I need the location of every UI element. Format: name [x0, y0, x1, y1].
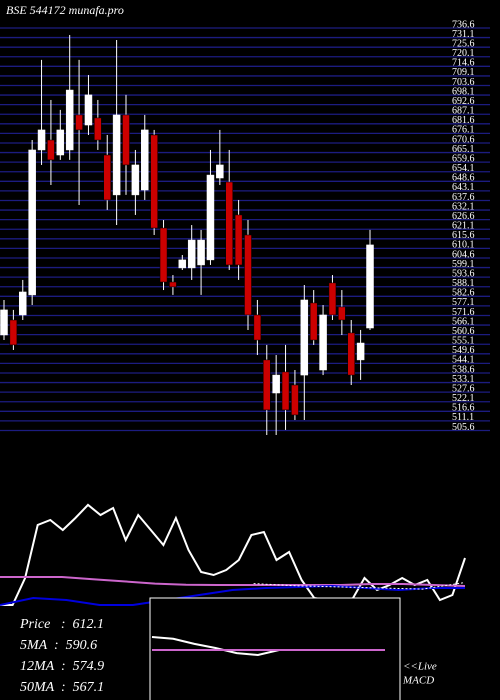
candle-body [19, 291, 27, 316]
y-tick-label: 626.6 [452, 211, 475, 222]
candle-body [0, 309, 8, 336]
candle-body [272, 374, 280, 394]
candle-body [75, 114, 83, 131]
candle-body [281, 371, 290, 411]
candle-body [28, 149, 36, 296]
y-tick-label: 522.1 [452, 393, 475, 404]
line [0, 503, 466, 607]
candle-body [131, 164, 140, 196]
candle-body [309, 302, 318, 341]
candle-body [197, 239, 205, 266]
y-tick-label: 505.6 [452, 422, 475, 433]
y-tick-label: 637.6 [452, 192, 475, 203]
candle-body [300, 299, 309, 376]
y-tick-label: 632.1 [452, 201, 475, 212]
candle-body [338, 306, 346, 321]
candle-body [122, 114, 130, 166]
line [253, 582, 466, 590]
y-tick-label: 571.6 [452, 307, 475, 318]
candle-body [9, 319, 18, 346]
y-tick-label: 670.6 [452, 134, 475, 145]
candle-body [187, 239, 196, 269]
y-tick-label: 725.6 [452, 38, 475, 49]
y-tick-label: 560.6 [452, 326, 475, 337]
grid [0, 27, 490, 432]
y-tick-label: 714.6 [452, 58, 475, 69]
candle-body [150, 134, 158, 229]
y-tick-label: 588.1 [452, 278, 475, 289]
y-tick-label: 566.1 [452, 316, 475, 327]
line [0, 576, 466, 587]
y-tick-label: 533.1 [452, 374, 475, 385]
candle-body [112, 114, 121, 196]
stat-label: 12MA : 574.9 [20, 659, 104, 674]
y-tick-label: 555.1 [452, 336, 475, 347]
y-tick-label: 549.6 [452, 345, 475, 356]
candle-body [253, 314, 262, 341]
stat-label: 50MA : 567.1 [20, 680, 104, 695]
candle-body [216, 164, 224, 179]
chart-title: BSE 544172 munafa.pro [6, 3, 124, 17]
y-tick-label: 692.6 [452, 96, 475, 107]
y-tick-label: 720.1 [452, 48, 475, 59]
y-tick-label: 511.1 [452, 412, 474, 423]
y-tick-label: 604.6 [452, 249, 475, 260]
candle-body [37, 129, 46, 151]
y-tick-label: 615.6 [452, 230, 475, 241]
stat-label: 5MA : 590.6 [20, 638, 97, 653]
y-tick-label: 621.1 [452, 221, 475, 232]
stat-label: Price : 612.1 [19, 617, 104, 632]
candle-body [328, 282, 337, 316]
y-tick-label: 643.1 [452, 182, 475, 193]
y-tick-label: 593.6 [452, 268, 475, 279]
y-tick-label: 665.1 [452, 144, 475, 155]
y-tick-label: 731.1 [452, 29, 475, 40]
candle-body [65, 89, 74, 151]
y-tick-label: 736.6 [452, 19, 475, 30]
candle-body [206, 174, 215, 261]
y-tick-label: 516.6 [452, 403, 475, 414]
y-tick-label: 687.1 [452, 106, 475, 117]
y-tick-label: 610.1 [452, 240, 475, 251]
candle-body [56, 129, 65, 156]
macd-label: <<Live [403, 661, 437, 673]
candle-body [319, 314, 327, 371]
candle-body [94, 117, 102, 141]
candle-body [347, 332, 355, 376]
candle-body [263, 359, 271, 411]
y-tick-label: 577.1 [452, 297, 475, 308]
candle-body [103, 154, 111, 201]
y-tick-label: 599.1 [452, 259, 475, 270]
candle-body [84, 94, 93, 126]
y-tick-label: 648.6 [452, 173, 475, 184]
candle-body [291, 384, 299, 416]
y-tick-label: 709.1 [452, 67, 475, 78]
candle-body [178, 259, 187, 269]
candle-body [366, 244, 374, 329]
candle-body [225, 181, 233, 266]
y-tick-label: 527.6 [452, 383, 475, 394]
candle-body [169, 281, 177, 288]
candle-body [234, 214, 243, 266]
line [0, 584, 465, 606]
y-tick-label: 681.6 [452, 115, 475, 126]
candle-body [159, 227, 168, 283]
y-tick-label: 698.1 [452, 86, 475, 97]
y-tick-label: 676.1 [452, 125, 475, 136]
candle-body [356, 342, 365, 361]
y-tick-label: 544.1 [452, 355, 475, 366]
y-tick-label: 659.6 [452, 153, 475, 164]
y-tick-label: 582.6 [452, 288, 475, 299]
y-tick-label: 538.6 [452, 364, 475, 375]
macd-label: MACD [402, 675, 434, 687]
y-tick-label: 703.6 [452, 77, 475, 88]
y-tick-label: 654.1 [452, 163, 475, 174]
candle-body [47, 139, 55, 161]
candle-body [141, 129, 149, 191]
candle-body [244, 234, 252, 316]
